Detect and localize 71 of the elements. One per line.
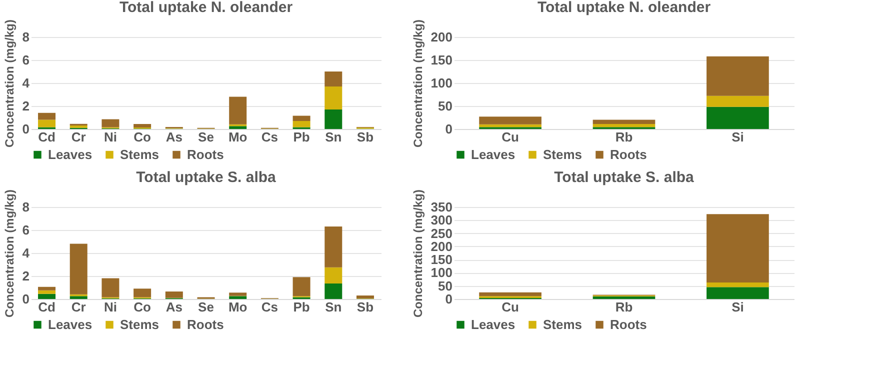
x-tick-label: Ni [104,300,117,314]
x-tick-label: Co [134,300,152,314]
chart-title: Total uptake S. alba [554,169,695,186]
y-tick-label: 6 [22,52,30,68]
x-tick-label: Cs [261,300,278,314]
y-tick-label: 100 [430,76,452,90]
y-tick-label: 2 [22,98,30,114]
y-axis-title: Concentration (mg/kg) [2,20,16,148]
x-tick-label: Pb [293,300,310,314]
chart-title: Total uptake S. alba [136,169,277,186]
legend-label: Stems [543,146,582,162]
x-tick-label: Mo [228,300,248,314]
x-tick-label: Sb [356,130,374,144]
legend-label: Leaves [48,146,92,162]
y-tick-label: 0 [445,122,452,136]
y-axis-title: Concentration (mg/kg) [2,190,16,318]
legend-label: Leaves [471,146,516,162]
x-tick-label: Cd [38,130,56,144]
chart-title: Total uptake N. oleander [119,0,293,16]
y-axis-title: Concentration (mg/kg) [410,20,425,148]
x-tick-label: Cs [261,130,278,144]
y-tick-label: 300 [430,212,452,228]
y-tick-label: 8 [22,30,30,44]
legend-label: Roots [610,316,647,332]
y-tick-label: 8 [22,200,30,214]
x-tick-label: Se [198,130,214,144]
legend-label: Roots [610,146,647,162]
x-tick-label: As [166,130,182,144]
x-tick-label: Cu [502,300,520,314]
chart-title: Total uptake N. oleander [537,0,711,16]
y-tick-label: 0 [22,122,30,136]
x-tick-label: Si [732,300,744,314]
y-tick-label: 6 [22,222,30,238]
y-tick-label: 350 [430,200,452,214]
x-tick-label: As [166,300,182,314]
y-tick-label: 100 [430,265,452,280]
y-tick-label: 200 [430,30,452,44]
y-tick-label: 150 [430,252,452,268]
y-tick-label: 2 [22,268,30,284]
x-tick-label: Cu [502,130,520,144]
x-tick-label: Rb [615,130,633,144]
y-tick-label: 4 [22,76,30,90]
y-tick-label: 0 [22,292,30,306]
x-tick-label: Si [732,130,744,144]
x-tick-label: Co [134,130,152,144]
x-tick-label: Sn [325,300,342,314]
legend-label: Stems [543,316,582,332]
x-tick-label: Pb [293,130,310,144]
x-tick-label: Rb [615,300,633,314]
legend-label: Leaves [48,316,92,332]
y-tick-label: 4 [22,246,30,260]
y-tick-label: 200 [430,238,452,254]
legend-label: Roots [187,146,224,162]
y-tick-label: 50 [438,98,452,114]
x-tick-label: Ni [104,130,117,144]
legend-label: Stems [120,316,160,332]
legend-label: Leaves [471,316,516,332]
x-tick-label: Se [198,300,214,314]
x-tick-label: Cr [71,300,86,314]
x-tick-label: Cd [38,300,56,314]
x-tick-label: Sn [325,130,342,144]
x-tick-label: Mo [228,130,248,144]
y-tick-label: 50 [438,278,452,294]
legend-label: Stems [120,146,160,162]
y-axis-title: Concentration (mg/kg) [410,190,425,318]
y-tick-label: 0 [445,292,452,306]
y-tick-label: 250 [430,226,452,241]
x-tick-label: Sb [356,300,374,314]
legend-label: Roots [187,316,224,332]
y-tick-label: 150 [430,52,452,68]
x-tick-label: Cr [71,130,86,144]
